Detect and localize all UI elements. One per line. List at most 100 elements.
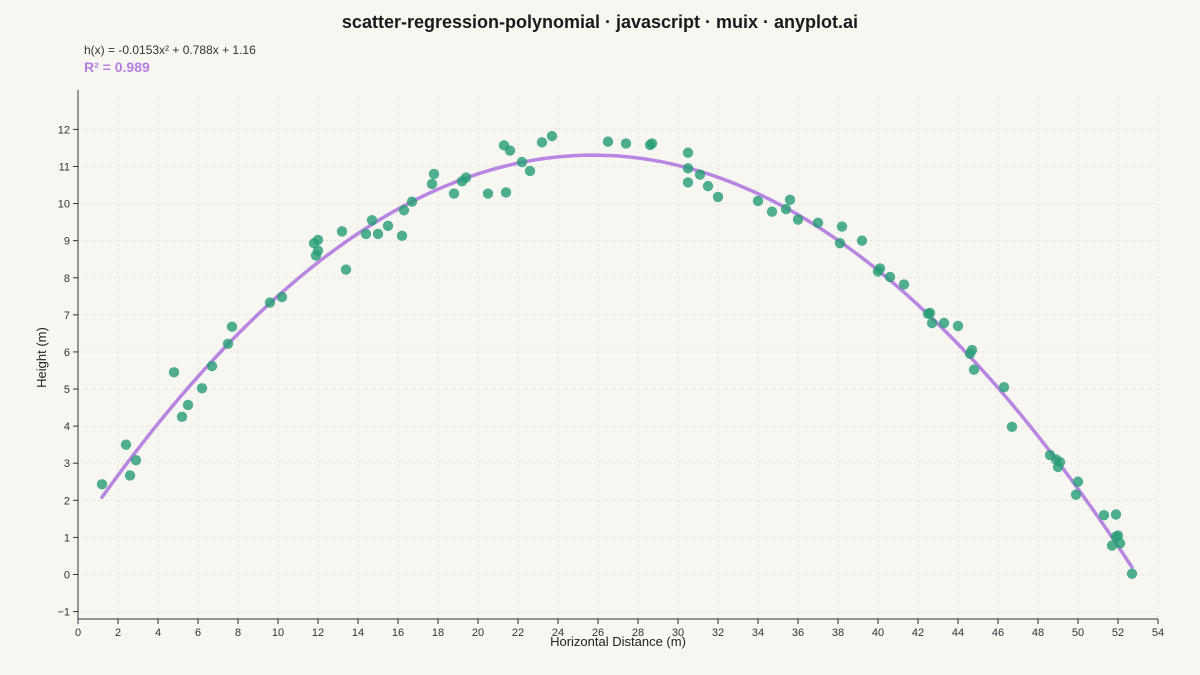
x-tick-label: 52 bbox=[1112, 627, 1124, 639]
data-point bbox=[856, 235, 868, 246]
x-tick-label: 12 bbox=[312, 627, 324, 639]
x-tick-label: 10 bbox=[272, 627, 284, 639]
data-point bbox=[460, 172, 472, 183]
y-tick-label: 1 bbox=[64, 532, 70, 544]
data-point bbox=[516, 156, 528, 168]
x-tick-label: 20 bbox=[472, 627, 484, 639]
x-tick-label: 4 bbox=[155, 627, 161, 639]
data-point bbox=[340, 264, 352, 275]
x-tick-label: 18 bbox=[432, 627, 444, 639]
y-tick-label: 7 bbox=[64, 310, 70, 322]
x-tick-label: 24 bbox=[552, 627, 564, 639]
data-point bbox=[264, 297, 276, 308]
y-tick-label: −1 bbox=[57, 607, 70, 619]
x-tick-label: 28 bbox=[632, 627, 644, 639]
x-tick-label: 32 bbox=[712, 627, 724, 639]
data-point bbox=[836, 221, 848, 232]
data-point bbox=[1006, 421, 1018, 433]
axes: 0 2 4 6 8 10 12 14 16 18 20 22 24 26 28 30 32 34 36 38 40 42 4… bbox=[57, 90, 1164, 639]
data-point bbox=[96, 479, 108, 490]
data-point bbox=[176, 411, 188, 423]
x-tick-label: 26 bbox=[592, 627, 604, 639]
x-tick-label: 16 bbox=[392, 627, 404, 639]
data-point bbox=[182, 399, 194, 411]
y-tick-label: 0 bbox=[64, 569, 70, 581]
data-point bbox=[1098, 509, 1110, 521]
data-point bbox=[834, 238, 846, 249]
y-tick-label: 5 bbox=[64, 384, 70, 396]
data-point bbox=[312, 245, 324, 256]
x-tick-label: 54 bbox=[1152, 627, 1164, 639]
data-point bbox=[812, 217, 824, 229]
x-tick-label: 0 bbox=[75, 627, 81, 639]
x-tick-label: 22 bbox=[512, 627, 524, 639]
data-point bbox=[926, 317, 938, 329]
data-point bbox=[360, 228, 372, 240]
y-tick-label: 3 bbox=[64, 458, 70, 470]
data-point bbox=[1106, 540, 1118, 551]
r-squared-label: R² = 0.989 bbox=[84, 59, 150, 75]
data-point bbox=[130, 455, 142, 466]
data-point bbox=[546, 130, 558, 142]
x-tick-label: 34 bbox=[752, 627, 764, 639]
data-point bbox=[1054, 456, 1066, 468]
data-point bbox=[702, 180, 714, 192]
data-point bbox=[1112, 530, 1124, 541]
data-point bbox=[952, 320, 964, 332]
data-point bbox=[428, 168, 440, 180]
data-point bbox=[382, 220, 394, 232]
data-point bbox=[196, 383, 208, 394]
data-point bbox=[694, 169, 706, 180]
x-tick-label: 2 bbox=[115, 627, 121, 639]
y-tick-label: 2 bbox=[64, 495, 70, 507]
data-point bbox=[336, 226, 348, 237]
data-point bbox=[448, 188, 460, 199]
x-tick-label: 46 bbox=[992, 627, 1004, 639]
y-tick-label: 6 bbox=[64, 347, 70, 359]
x-tick-label: 50 bbox=[1072, 627, 1084, 639]
data-points bbox=[96, 130, 1138, 579]
data-point bbox=[366, 215, 378, 226]
regression-equation: h(x) = -0.0153x² + 0.788x + 1.16 bbox=[84, 43, 256, 57]
data-point bbox=[966, 344, 978, 356]
y-tick-label: 9 bbox=[64, 236, 70, 248]
data-point bbox=[372, 228, 384, 240]
y-tick-label: 8 bbox=[64, 273, 70, 285]
x-tick-label: 6 bbox=[195, 627, 201, 639]
x-tick-label: 38 bbox=[832, 627, 844, 639]
data-point bbox=[898, 279, 910, 290]
data-point bbox=[780, 203, 792, 215]
data-point bbox=[426, 178, 438, 190]
data-point bbox=[682, 163, 694, 174]
x-tick-label: 40 bbox=[872, 627, 884, 639]
data-point bbox=[500, 187, 512, 198]
data-point bbox=[752, 195, 764, 207]
data-point bbox=[1126, 568, 1138, 579]
data-point bbox=[884, 271, 896, 283]
y-tick-label: 4 bbox=[64, 421, 70, 433]
x-tick-label: 36 bbox=[792, 627, 804, 639]
data-point bbox=[312, 234, 324, 246]
data-point bbox=[968, 364, 980, 375]
fit-curve bbox=[100, 153, 1134, 569]
data-point bbox=[222, 338, 234, 349]
regression-fit bbox=[100, 153, 1134, 569]
data-point bbox=[398, 205, 410, 216]
data-point bbox=[620, 138, 632, 149]
data-point bbox=[120, 439, 132, 450]
y-tick-label: 12 bbox=[58, 124, 70, 136]
x-tick-label: 30 bbox=[672, 627, 684, 639]
data-point bbox=[524, 165, 536, 177]
data-point bbox=[784, 194, 796, 206]
data-point bbox=[874, 263, 886, 274]
data-point bbox=[938, 317, 950, 329]
data-point bbox=[682, 147, 694, 158]
x-tick-label: 42 bbox=[912, 627, 924, 639]
chart-title: scatter-regression-polynomial · javascri… bbox=[341, 12, 859, 32]
data-point bbox=[712, 191, 724, 203]
data-point bbox=[766, 206, 778, 217]
data-point bbox=[536, 137, 548, 148]
data-point bbox=[206, 360, 218, 372]
x-axis-label: Horizontal Distance (m) bbox=[550, 634, 686, 649]
grid-lines bbox=[77, 96, 1159, 619]
